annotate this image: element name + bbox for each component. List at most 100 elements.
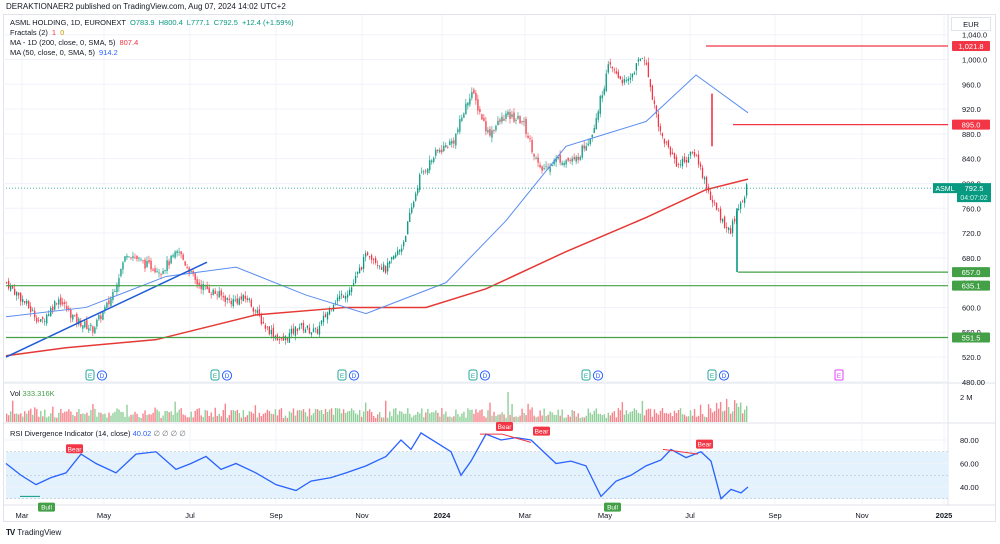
svg-text:D: D — [100, 373, 105, 380]
ma50-value: 914.2 — [99, 48, 118, 57]
time-tick: Sep — [269, 511, 282, 520]
price-tick: 960.0 — [962, 80, 981, 89]
price-tick: 480.00 — [962, 378, 985, 387]
svg-text:551.5: 551.5 — [962, 334, 981, 343]
price-tick: 520.0 — [962, 353, 981, 362]
svg-text:657.0: 657.0 — [962, 268, 981, 277]
price-tick: 920.0 — [962, 105, 981, 114]
price-tick: 1,040.0 — [962, 31, 987, 40]
volume-label: Vol — [10, 389, 21, 398]
bull-divergence-label: Bull — [38, 502, 55, 512]
chart-frame — [3, 14, 996, 522]
time-tick: Mar — [519, 511, 532, 520]
ma50-line[interactable] — [5, 74, 749, 318]
time-tick: May — [97, 511, 111, 520]
price-tick: 680.0 — [962, 254, 981, 263]
svg-text:D: D — [225, 373, 230, 380]
price-level-label — [952, 332, 990, 343]
fractals-value-1: 1 — [51, 28, 57, 37]
fractals-value-2: 0 — [60, 28, 65, 37]
svg-text:1,021.8: 1,021.8 — [958, 42, 983, 51]
rsi-value: 40.02 — [132, 429, 152, 438]
upcoming-earnings-marker[interactable]: E — [834, 369, 844, 381]
rsi-tick: 60.00 — [960, 460, 979, 469]
time-tick: 2025 — [936, 511, 953, 520]
svg-text:D: D — [352, 373, 357, 380]
svg-text:E: E — [340, 373, 345, 380]
svg-text:Bear: Bear — [498, 424, 513, 431]
trendline[interactable] — [5, 261, 208, 358]
price-tick: 1,000.0 — [962, 56, 987, 65]
change-value: +12.4 (+1.59%) — [241, 18, 294, 27]
candles — [6, 56, 748, 345]
price-level-label — [952, 267, 990, 278]
footer-brand[interactable]: TV TradingView — [6, 528, 61, 537]
currency-button[interactable]: EUR — [951, 17, 991, 31]
svg-text:E: E — [710, 373, 715, 380]
rsi-legend[interactable]: RSI Divergence Indicator (14, close) 40.… — [10, 429, 186, 438]
ma200-value: 807.4 — [119, 38, 139, 47]
brand-name: TradingView — [17, 528, 62, 537]
tradingview-logo-icon: TV — [6, 528, 15, 537]
price-tick: 760.0 — [962, 204, 981, 213]
time-tick: Jul — [685, 511, 695, 520]
svg-text:792.5: 792.5 — [965, 184, 984, 193]
rsi-label: RSI Divergence Indicator (14, close) — [10, 429, 131, 438]
volume-bars — [6, 392, 748, 422]
price-level-label — [952, 41, 990, 51]
bear-divergence-label: Bear — [696, 439, 713, 449]
low-value: L777.1 — [186, 18, 210, 27]
symbol-price-tag — [933, 183, 957, 194]
ma200-row[interactable]: MA - 1D (200, close, 0, SMA, 5) 807.4 — [10, 38, 294, 48]
volume-tick: 2 M — [960, 393, 973, 402]
time-tick: 2024 — [434, 511, 452, 520]
symbol-name: ASML HOLDING, 1D, EURONEXT — [10, 18, 126, 27]
price-level-label — [952, 119, 990, 130]
price-tick: 600.0 — [962, 303, 981, 312]
ma50-row[interactable]: MA (50, close, 0, SMA, 5) 914.2 — [10, 48, 294, 58]
svg-text:895.0: 895.0 — [962, 121, 981, 130]
time-tick: May — [598, 511, 612, 520]
bear-divergence-label: Bear — [66, 444, 83, 454]
ma50-label: MA (50, close, 0, SMA, 5) — [10, 48, 96, 57]
svg-text:D: D — [722, 373, 727, 380]
fractals-label: Fractals (2) — [10, 28, 48, 37]
rsi-extras: ∅ ∅ ∅ ∅ — [153, 429, 186, 438]
time-tick: Jul — [185, 511, 195, 520]
svg-text:Bull: Bull — [41, 505, 52, 512]
volume-value: 333.316K — [22, 389, 55, 398]
volume-legend[interactable]: Vol 333.316K — [10, 389, 55, 398]
close-value: C792.5 — [213, 18, 238, 27]
ma200-line[interactable] — [5, 178, 749, 357]
current-price-label — [957, 183, 991, 203]
svg-text:Bear: Bear — [698, 442, 713, 449]
published-caption: DERAKTIONAER2 published on TradingView.c… — [6, 2, 286, 11]
svg-text:Bear: Bear — [68, 446, 83, 453]
ma200-label: MA - 1D (200, close, 0, SMA, 5) — [10, 38, 116, 47]
svg-text:D: D — [596, 373, 601, 380]
price-tick: 880.0 — [962, 130, 981, 139]
svg-text:E: E — [837, 373, 842, 380]
svg-text:635.1: 635.1 — [962, 282, 981, 291]
symbol-row[interactable]: ASML HOLDING, 1D, EURONEXT O783.9 H800.4… — [10, 18, 294, 28]
fractals-row[interactable]: Fractals (2) 1 0 — [10, 28, 294, 38]
time-tick: Mar — [16, 511, 29, 520]
price-tick: 720.0 — [962, 229, 981, 238]
svg-text:E: E — [471, 373, 476, 380]
open-value: O783.9 — [130, 18, 155, 27]
time-tick: Sep — [768, 511, 781, 520]
svg-text:E: E — [584, 373, 589, 380]
rsi-tick: 80.00 — [960, 436, 979, 445]
rsi-line[interactable] — [5, 432, 749, 500]
svg-text:E: E — [213, 373, 218, 380]
svg-text:ASML: ASML — [935, 186, 954, 193]
high-value: H800.4 — [158, 18, 183, 27]
bear-divergence-label: Bear — [533, 426, 550, 436]
